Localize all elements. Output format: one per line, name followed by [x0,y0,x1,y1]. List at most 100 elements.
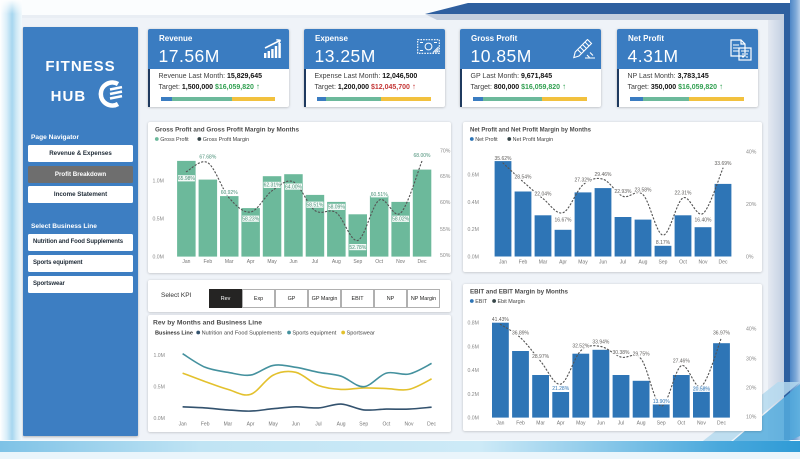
svg-text:35.62%: 35.62% [495,156,513,162]
svg-text:Oct: Oct [383,422,391,428]
svg-text:58.51%: 58.51% [306,203,324,209]
svg-text:36.97%: 36.97% [713,330,731,336]
svg-text:Oct: Oct [679,259,687,265]
svg-text:Net Profit and Net Profit Marg: Net Profit and Net Profit Margin by Mont… [470,127,591,134]
svg-text:Jan: Jan [179,422,187,428]
svg-text:67.68%: 67.68% [199,155,217,161]
svg-text:Ebit Margin: Ebit Margin [498,299,525,305]
svg-text:Nov: Nov [697,420,706,426]
svg-text:Gross Profit and Gross Profit: Gross Profit and Gross Profit Margin by … [155,127,299,134]
svg-text:50%: 50% [440,253,451,259]
svg-text:62.31%: 62.31% [264,183,282,189]
svg-text:Sep: Sep [353,259,362,265]
svg-text:Jan: Jan [182,259,190,265]
svg-text:Gross Profit Margin: Gross Profit Margin [203,137,249,143]
svg-text:27.32%: 27.32% [575,178,593,184]
svg-text:Nutrition and Food Supplements: Nutrition and Food Supplements [202,330,282,336]
svg-text:Aug: Aug [639,259,648,265]
svg-text:Aug: Aug [332,259,341,265]
svg-text:Jun: Jun [292,422,300,428]
svg-text:Mar: Mar [536,420,545,426]
svg-text:8.17%: 8.17% [656,240,671,246]
svg-text:30.38%: 30.38% [613,350,631,356]
svg-text:0.0M: 0.0M [467,255,479,261]
svg-text:May: May [576,420,586,426]
svg-text:0.0M: 0.0M [467,416,479,422]
svg-text:1.0M: 1.0M [153,353,165,359]
svg-text:0.0M: 0.0M [152,255,164,261]
svg-text:22.93%: 22.93% [615,189,633,195]
svg-text:0.6M: 0.6M [467,344,479,350]
svg-text:0.5M: 0.5M [153,385,165,391]
svg-text:Mar: Mar [224,422,233,428]
svg-text:55%: 55% [440,227,451,233]
svg-text:41.43%: 41.43% [492,317,510,323]
svg-text:22.04%: 22.04% [535,191,553,197]
svg-text:27.46%: 27.46% [673,359,691,365]
svg-text:0.5M: 0.5M [152,217,164,223]
svg-text:Business Line: Business Line [155,330,193,336]
svg-text:0.0M: 0.0M [153,416,165,422]
svg-text:Apr: Apr [559,259,567,265]
svg-text:Apr: Apr [247,422,255,428]
svg-text:22.31%: 22.31% [675,191,693,197]
svg-text:60%: 60% [440,200,451,206]
svg-text:33.94%: 33.94% [592,339,610,345]
svg-text:58.09%: 58.09% [328,205,346,211]
svg-text:68.00%: 68.00% [414,153,432,159]
svg-text:52.78%: 52.78% [349,245,367,251]
svg-text:Jul: Jul [312,259,318,265]
svg-text:Dec: Dec [719,259,728,265]
svg-text:Nov: Nov [396,259,405,265]
svg-text:Jan: Jan [499,259,507,265]
svg-text:70%: 70% [440,149,451,155]
svg-text:Nov: Nov [699,259,708,265]
svg-text:Jan: Jan [496,420,504,426]
svg-text:0.4M: 0.4M [467,200,479,206]
svg-text:0.6M: 0.6M [467,173,479,179]
svg-text:EBIT: EBIT [475,299,488,305]
svg-text:23.58%: 23.58% [635,187,653,193]
svg-text:40%: 40% [746,327,757,333]
svg-text:Jul: Jul [620,259,626,265]
svg-text:20%: 20% [746,202,757,208]
svg-text:10%: 10% [746,415,757,421]
svg-text:Jun: Jun [289,259,297,265]
svg-text:Dec: Dec [418,259,427,265]
svg-text:Sep: Sep [359,422,368,428]
svg-text:Aug: Aug [637,420,646,426]
svg-text:Sep: Sep [657,420,666,426]
svg-text:65.98%: 65.98% [178,176,196,182]
svg-text:28.97%: 28.97% [532,354,550,360]
svg-text:Net Profit: Net Profit [475,137,498,143]
svg-text:65%: 65% [440,174,451,180]
svg-text:Mar: Mar [225,259,234,265]
svg-text:58.02%: 58.02% [392,217,410,223]
svg-text:Aug: Aug [337,422,346,428]
svg-text:1.0M: 1.0M [152,178,164,184]
svg-text:Oct: Oct [375,259,383,265]
svg-text:29.46%: 29.46% [595,172,613,178]
svg-text:60.51%: 60.51% [371,192,389,198]
svg-text:Jun: Jun [597,420,605,426]
svg-text:Jul: Jul [618,420,624,426]
svg-text:58.23%: 58.23% [242,217,260,223]
svg-text:0.4M: 0.4M [467,368,479,374]
svg-text:29.75%: 29.75% [633,352,651,358]
svg-text:30%: 30% [746,356,757,362]
svg-text:Net Profit Margin: Net Profit Margin [513,137,553,143]
svg-text:21.28%: 21.28% [552,386,570,392]
svg-text:Apr: Apr [247,259,255,265]
svg-text:Apr: Apr [557,420,565,426]
svg-text:Nov: Nov [405,422,414,428]
svg-text:Oct: Oct [677,420,685,426]
svg-text:33.69%: 33.69% [715,161,733,167]
svg-text:May: May [267,259,277,265]
svg-text:Jun: Jun [599,259,607,265]
svg-text:32.52%: 32.52% [572,344,590,350]
svg-text:Gross Profit: Gross Profit [160,137,189,143]
svg-text:Sportswear: Sportswear [347,330,375,336]
svg-text:Dec: Dec [427,422,436,428]
svg-text:0.2M: 0.2M [467,392,479,398]
svg-text:40%: 40% [746,150,757,156]
